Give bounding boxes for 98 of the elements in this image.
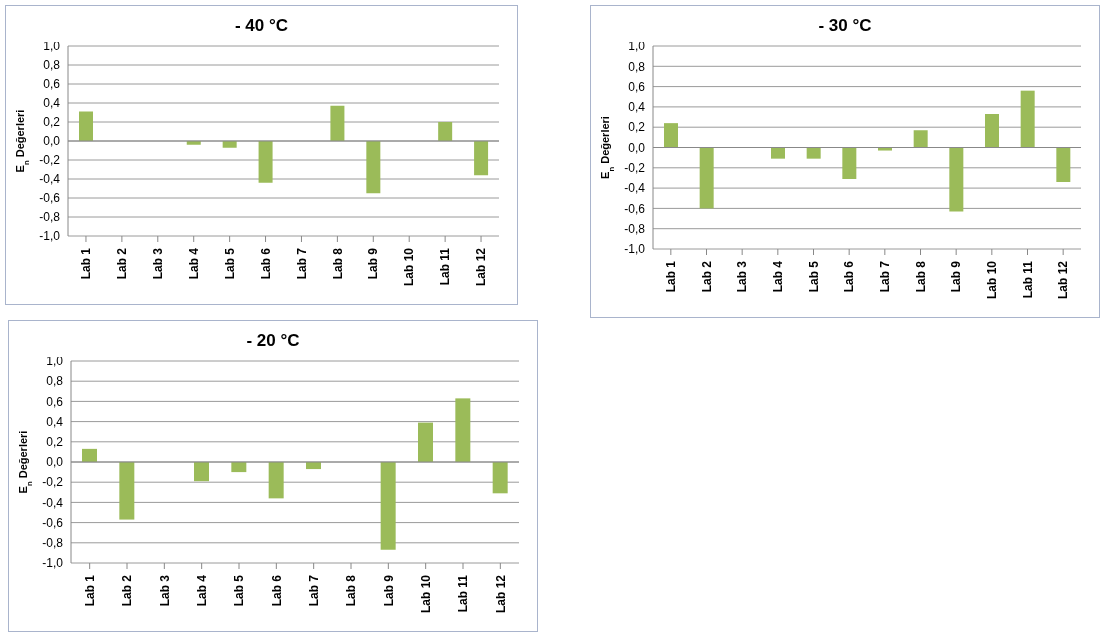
y-tick-label: -0,4	[39, 172, 61, 187]
y-tick-label: 0,6	[628, 79, 646, 94]
y-tick-label: -0,2	[624, 161, 646, 176]
x-tick-label: Lab 1	[79, 247, 94, 280]
x-tick-label: Lab 4	[186, 247, 201, 280]
y-tick-label: -1,0	[39, 229, 61, 244]
chart-title: - 30 °C	[818, 16, 872, 35]
x-tick-label: Lab 7	[294, 247, 309, 280]
x-tick-label: Lab 11	[1020, 260, 1035, 299]
y-tick-label: -0,6	[39, 191, 61, 206]
x-tick-label: Lab 7	[306, 574, 321, 607]
x-tick-label: Lab 1	[664, 260, 679, 293]
y-tick-label: 0,2	[43, 115, 61, 130]
y-tick-label: 0,0	[46, 455, 64, 470]
bar	[330, 105, 345, 141]
bar	[806, 147, 821, 159]
x-tick-label: Lab 12	[493, 574, 508, 614]
bar	[222, 141, 237, 148]
bar	[366, 141, 381, 194]
bar	[985, 114, 999, 148]
x-tick-label: Lab 3	[157, 574, 172, 607]
bar	[913, 130, 928, 148]
bar	[949, 147, 964, 212]
y-tick-label: -0,2	[42, 475, 64, 490]
x-tick-label: Lab 11	[456, 574, 471, 613]
bar	[664, 123, 678, 148]
y-tick-label: 1,0	[46, 354, 64, 369]
x-tick-label: Lab 2	[699, 260, 714, 293]
y-tick-label: -0,6	[624, 201, 646, 216]
y-tick-label: 0,2	[46, 435, 64, 450]
bar	[878, 147, 892, 151]
y-tick-label: 0,4	[628, 100, 646, 115]
x-tick-label: Lab 6	[269, 574, 284, 607]
x-tick-label: Lab 12	[474, 247, 489, 287]
x-tick-label: Lab 2	[120, 574, 135, 607]
y-tick-label: -0,4	[624, 181, 646, 196]
bar	[82, 448, 97, 462]
y-tick-label: 0,0	[628, 140, 646, 155]
y-tick-label: 0,8	[628, 59, 646, 74]
x-tick-label: Lab 5	[222, 247, 237, 280]
bar	[842, 147, 857, 179]
y-tick-label: 0,6	[46, 394, 64, 409]
y-tick-label: 0,4	[46, 414, 64, 429]
x-tick-label: Lab 2	[115, 247, 130, 280]
y-tick-label: -0,8	[39, 210, 61, 225]
y-tick-label: -0,4	[42, 495, 64, 510]
bar	[380, 462, 396, 550]
y-tick-label: -0,2	[39, 153, 61, 168]
bar	[194, 462, 209, 482]
x-tick-label: Lab 6	[842, 260, 857, 293]
y-tick-label: -0,8	[624, 221, 646, 236]
bar	[268, 462, 284, 499]
bar	[455, 398, 471, 462]
bar	[474, 141, 489, 176]
x-tick-label: Lab 5	[232, 574, 247, 607]
x-tick-label: Lab 10	[418, 574, 433, 614]
y-tick-label: 0,0	[43, 134, 61, 149]
y-tick-label: -1,0	[624, 242, 646, 257]
x-tick-label: Lab 6	[258, 247, 273, 280]
x-tick-label: Lab 12	[1056, 260, 1071, 300]
x-tick-label: Lab 9	[381, 574, 396, 607]
x-tick-label: Lab 9	[949, 260, 964, 293]
bar	[1020, 90, 1035, 148]
bar	[79, 111, 93, 141]
x-tick-label: Lab 11	[438, 247, 453, 286]
y-tick-label: 0,6	[43, 77, 61, 92]
y-tick-label: 1,0	[43, 39, 61, 54]
x-tick-label: Lab 1	[82, 574, 97, 607]
bar	[438, 122, 453, 141]
y-tick-label: 0,2	[628, 120, 646, 135]
bar	[418, 422, 433, 462]
x-tick-label: Lab 10	[985, 260, 1000, 300]
x-tick-label: Lab 4	[194, 574, 209, 607]
y-tick-label: -1,0	[42, 556, 64, 571]
bar	[492, 462, 508, 494]
y-tick-label: 0,8	[46, 374, 64, 389]
x-tick-label: Lab 8	[913, 260, 928, 293]
bar	[258, 141, 273, 183]
bar	[771, 147, 785, 159]
bar	[1056, 147, 1071, 183]
x-tick-label: Lab 8	[330, 247, 345, 280]
x-tick-label: Lab 7	[878, 260, 893, 293]
bar	[119, 462, 135, 520]
y-tick-label: -0,8	[42, 536, 64, 551]
y-tick-label: 0,4	[43, 96, 61, 111]
x-tick-label: Lab 3	[150, 247, 165, 280]
x-tick-label: Lab 9	[366, 247, 381, 280]
y-tick-label: -0,6	[42, 515, 64, 530]
x-tick-label: Lab 8	[344, 574, 359, 607]
y-tick-label: 0,8	[43, 58, 61, 73]
chart-title: - 40 °C	[234, 16, 289, 35]
x-tick-label: Lab 10	[402, 247, 417, 287]
chart-title: - 20 °C	[246, 331, 300, 350]
x-tick-label: Lab 5	[806, 260, 821, 293]
y-tick-label: 1,0	[628, 39, 646, 54]
x-tick-label: Lab 4	[771, 260, 786, 293]
bar	[699, 147, 714, 209]
x-tick-label: Lab 3	[735, 260, 750, 293]
